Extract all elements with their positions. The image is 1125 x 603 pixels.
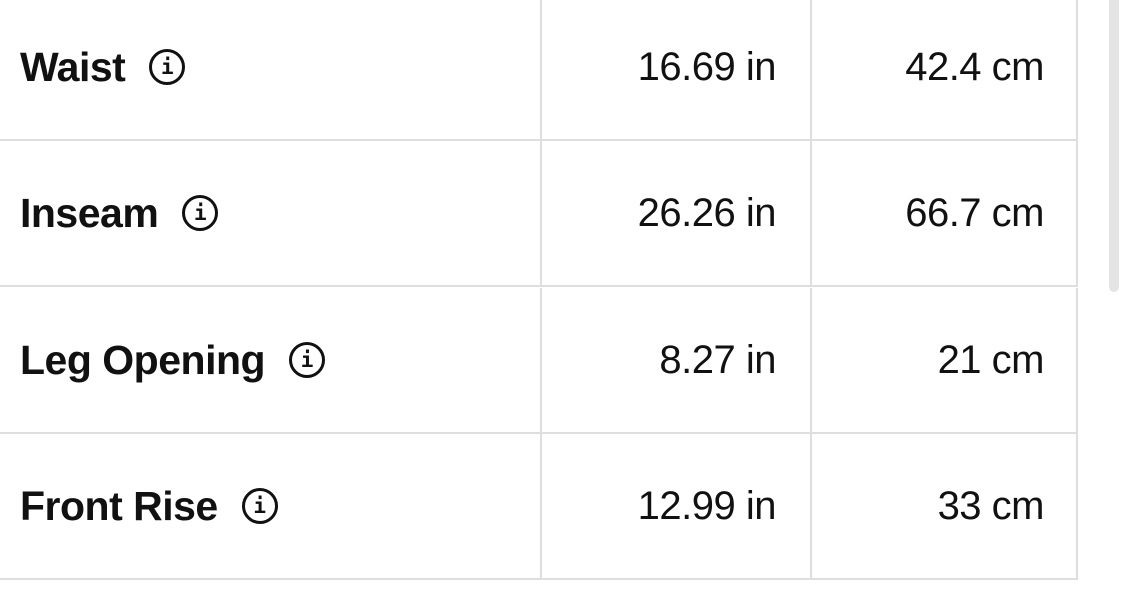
measurement-label-cell: Waist i: [0, 0, 540, 139]
cm-cell: 42.4 cm: [810, 0, 1078, 139]
info-circle-icon[interactable]: i: [289, 342, 326, 378]
table-row: Inseam i 26.26 in 66.7 cm: [0, 141, 1078, 287]
inches-cell: 26.26 in: [540, 141, 810, 285]
inches-value: 16.69 in: [637, 44, 777, 89]
table-row: Waist i 16.69 in 42.4 cm: [0, 0, 1078, 141]
scrollbar[interactable]: [1109, 0, 1119, 292]
measurement-label-cell: Inseam i: [0, 141, 540, 285]
inches-value: 26.26 in: [637, 190, 777, 235]
measurement-label-cell: Leg Opening i: [0, 288, 540, 432]
inches-cell: 8.27 in: [540, 288, 810, 432]
measurement-label: Front Rise: [20, 482, 218, 529]
cm-value: 66.7 cm: [905, 190, 1044, 235]
measurement-label: Leg Opening: [20, 336, 266, 383]
cm-value: 42.4 cm: [905, 44, 1044, 89]
info-circle-icon[interactable]: i: [182, 195, 219, 231]
measurement-label-cell: Front Rise i: [0, 434, 540, 578]
info-circle-icon[interactable]: i: [149, 49, 186, 85]
info-circle-icon[interactable]: i: [241, 488, 278, 524]
table-row: Leg Opening i 8.27 in 21 cm: [0, 288, 1078, 434]
cm-cell: 21 cm: [810, 288, 1078, 432]
table-row: Front Rise i 12.99 in 33 cm: [0, 434, 1078, 580]
measurement-label: Waist: [20, 43, 126, 90]
inches-cell: 16.69 in: [540, 0, 810, 139]
inches-value: 12.99 in: [637, 483, 777, 528]
cm-cell: 66.7 cm: [810, 141, 1078, 285]
inches-cell: 12.99 in: [540, 434, 810, 578]
cm-cell: 33 cm: [810, 434, 1078, 578]
measurement-label: Inseam: [20, 189, 159, 236]
cm-value: 33 cm: [937, 483, 1045, 528]
inches-value: 8.27 in: [659, 337, 776, 382]
cm-value: 21 cm: [937, 337, 1045, 382]
